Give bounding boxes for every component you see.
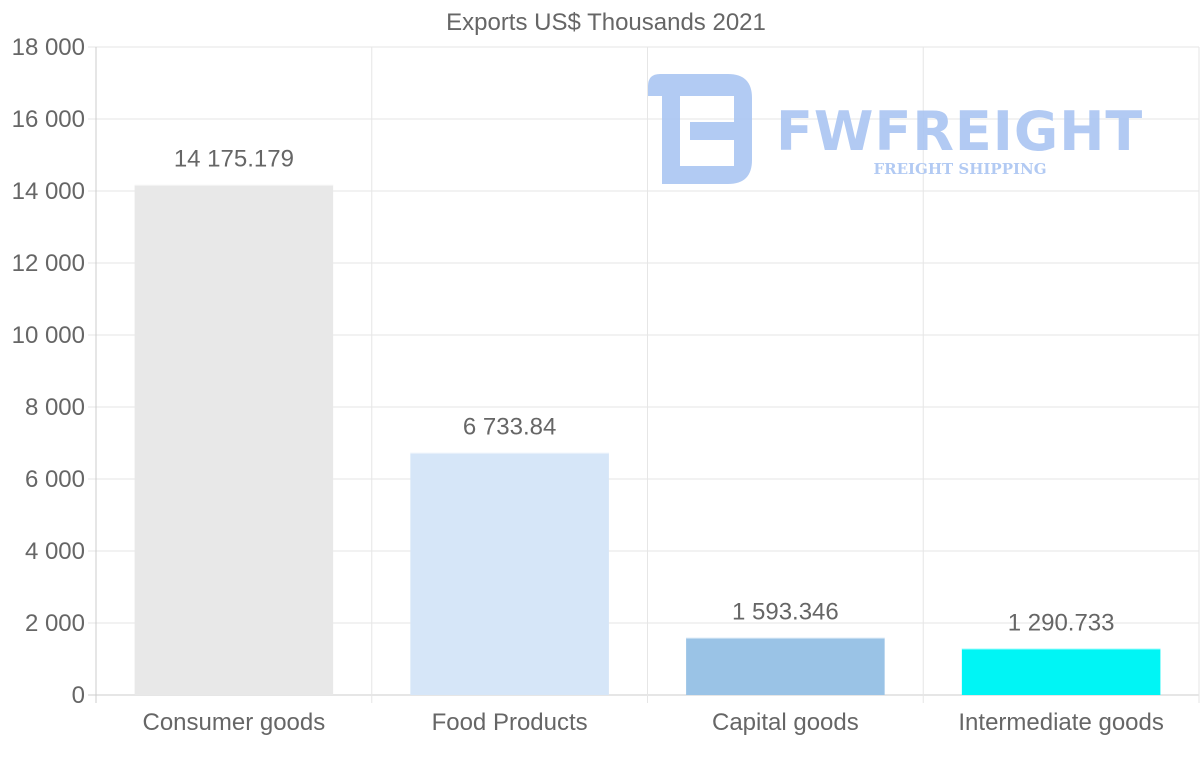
data-label: 1 593.346 [732,599,839,626]
fwfreight-watermark: FWFREIGHT FREIGHT SHIPPING [648,74,1143,184]
y-tick-label: 2 000 [25,610,85,637]
bars [134,183,1161,696]
bar [410,452,609,695]
y-tick-label: 18 000 [12,34,85,61]
x-tick-label: Food Products [432,709,588,736]
y-tick-label: 4 000 [25,538,85,565]
x-axis-ticks: Consumer goods Food Products Capital goods… [142,709,1163,736]
y-tick-label: 0 [72,682,85,709]
bar [686,637,885,695]
x-tick-label: Capital goods [712,709,859,736]
watermark-tagline: FREIGHT SHIPPING [873,160,1046,178]
y-tick-label: 16 000 [12,106,85,133]
y-tick-label: 10 000 [12,322,85,349]
data-label: 14 175.179 [174,146,294,173]
fwfreight-logo-icon [648,74,752,184]
x-tick-label: Intermediate goods [958,709,1163,736]
bar [134,184,334,696]
bar [961,648,1161,695]
watermark-brand: FWFREIGHT [776,100,1143,163]
chart-title: Exports US$ Thousands 2021 [446,9,766,36]
y-tick-label: 14 000 [12,178,85,205]
y-tick-label: 12 000 [12,250,85,277]
data-labels: 14 175.179 6 733.84 1 593.346 1 290.733 [174,146,1115,637]
y-axis-ticks: 0 2 000 4 000 6 000 8 000 10 000 12 000 14 000 1… [12,34,85,709]
y-tick-label: 6 000 [25,466,85,493]
data-label: 1 290.733 [1008,610,1115,637]
data-label: 6 733.84 [463,414,556,441]
x-tick-label: Consumer goods [142,709,325,736]
y-tick-label: 8 000 [25,394,85,421]
